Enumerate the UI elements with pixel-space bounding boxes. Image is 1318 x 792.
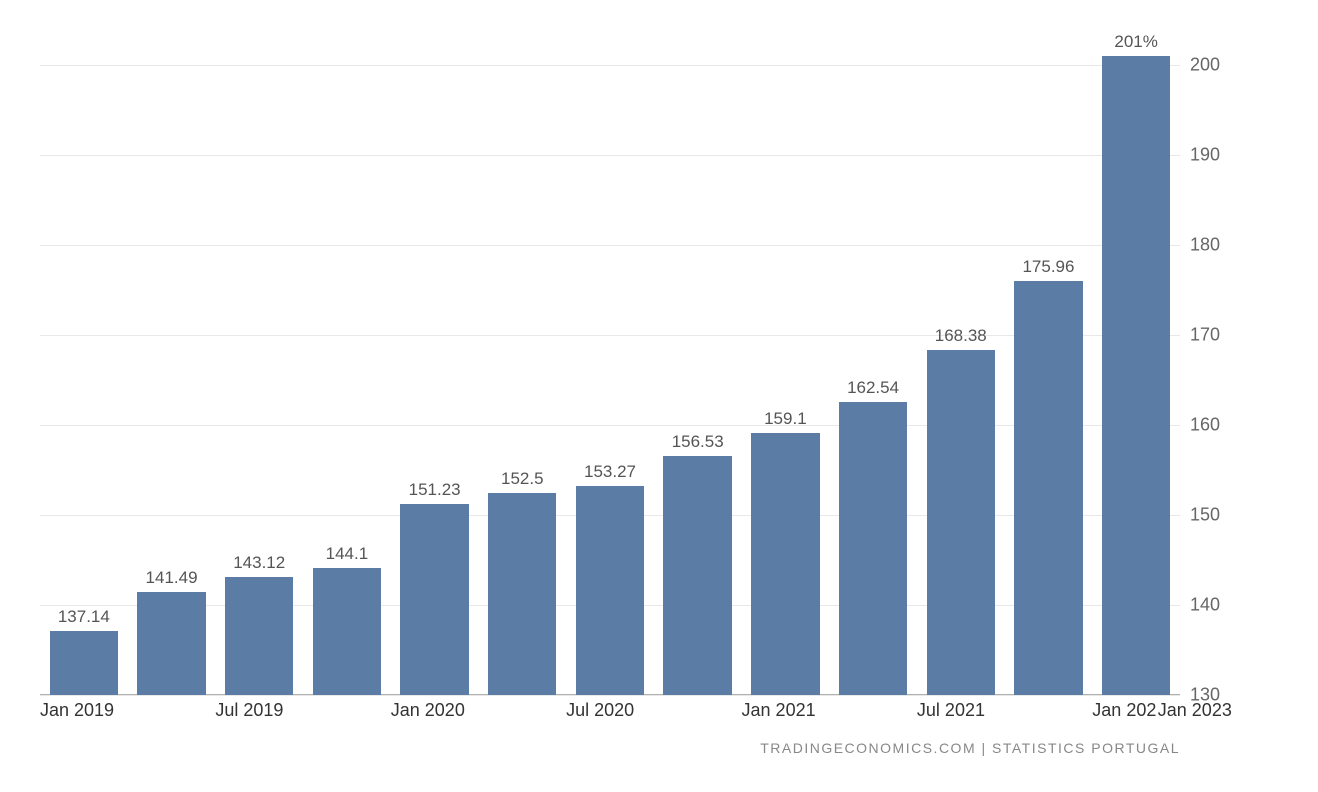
bar-value-label: 144.1 — [326, 544, 369, 564]
bar — [1102, 56, 1170, 695]
bar-value-label: 159.1 — [764, 409, 807, 429]
bar-value-label: 151.23 — [409, 480, 461, 500]
bar — [488, 493, 556, 696]
x-axis: Jan 2019 Jul 2019 Jan 2020 Jul 2020 Jan 2021… — [40, 700, 1210, 730]
gridline — [40, 695, 1180, 696]
chart-container: 137.14 141.49 143.12 144.1 151.23 152.5 153.27… — [20, 20, 1260, 720]
attribution-text: TRADINGECONOMICS.COM | STATISTICS PORTUG… — [0, 740, 1180, 756]
bar-value-label: 201% — [1114, 32, 1157, 52]
y-tick-label: 180 — [1190, 235, 1220, 256]
bar-value-label: 143.12 — [233, 553, 285, 573]
x-tick-label: Jan 2023 — [1158, 700, 1232, 721]
x-tick-label: Jan 202 — [1092, 700, 1156, 721]
y-tick-label: 190 — [1190, 145, 1220, 166]
x-tick-label: Jul 2020 — [566, 700, 634, 721]
bar — [400, 504, 468, 695]
bar — [751, 433, 819, 695]
x-tick-label: Jan 2020 — [391, 700, 465, 721]
bar — [313, 568, 381, 695]
y-tick-label: 200 — [1190, 55, 1220, 76]
bar — [225, 577, 293, 695]
bar-value-label: 156.53 — [672, 432, 724, 452]
bar — [839, 402, 907, 695]
bar — [1014, 281, 1082, 695]
bar-value-label: 153.27 — [584, 462, 636, 482]
bar — [576, 486, 644, 695]
bar — [137, 592, 205, 695]
bar-value-label: 175.96 — [1022, 257, 1074, 277]
bar-group: 137.14 141.49 143.12 144.1 151.23 152.5 153.27… — [40, 20, 1180, 695]
bar — [663, 456, 731, 695]
y-tick-label: 170 — [1190, 325, 1220, 346]
bar — [50, 631, 118, 695]
x-tick-label: Jul 2019 — [215, 700, 283, 721]
x-tick-label: Jan 2019 — [40, 700, 114, 721]
bar-value-label: 141.49 — [146, 568, 198, 588]
y-axis: 130140150160170180190200 — [1190, 20, 1250, 695]
x-tick-label: Jan 2021 — [742, 700, 816, 721]
y-tick-label: 150 — [1190, 505, 1220, 526]
bar — [927, 350, 995, 695]
bar-value-label: 168.38 — [935, 326, 987, 346]
bar-value-label: 162.54 — [847, 378, 899, 398]
y-tick-label: 140 — [1190, 595, 1220, 616]
bar-value-label: 152.5 — [501, 469, 544, 489]
y-tick-label: 160 — [1190, 415, 1220, 436]
x-tick-label: Jul 2021 — [917, 700, 985, 721]
bar-value-label: 137.14 — [58, 607, 110, 627]
